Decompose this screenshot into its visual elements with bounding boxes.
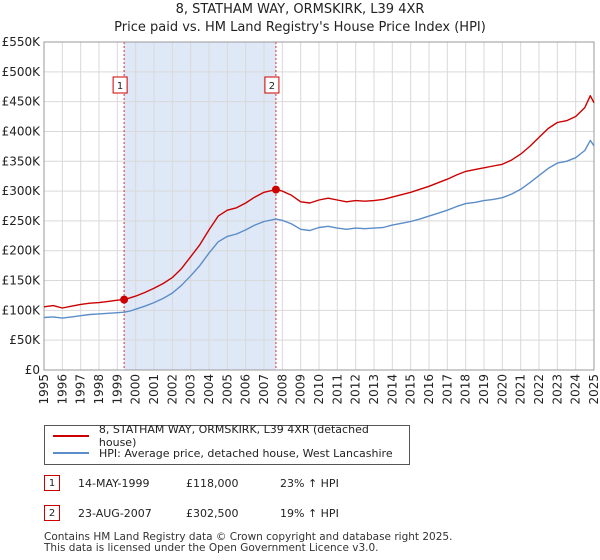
transaction-label-box (112, 76, 128, 94)
transaction-badge: 2 (44, 505, 60, 521)
y-tick-label: £550K (2, 35, 42, 49)
y-tick-label: £300K (2, 184, 42, 198)
transaction-badge: 1 (44, 475, 60, 491)
transaction-price: £302,500 (186, 506, 239, 520)
x-tick-label: 1999 (110, 374, 124, 405)
x-tick-label: 2011 (330, 374, 344, 405)
transaction-label-box (264, 76, 280, 94)
plot-frame (43, 41, 595, 371)
y-tick-label: £250K (2, 214, 42, 228)
footer-line: This data is licensed under the Open Gov… (44, 542, 379, 554)
x-tick-label: 2022 (532, 374, 546, 405)
transaction-date: 23-AUG-2007 (78, 506, 152, 520)
legend-swatch-property (53, 435, 89, 437)
x-tick-label: 2019 (477, 374, 491, 405)
x-tick-label: 2005 (220, 374, 234, 405)
legend-item-hpi: HPI: Average price, detached house, West… (53, 445, 393, 461)
legend-label-hpi: HPI: Average price, detached house, West… (99, 446, 393, 460)
x-tick-label: 2006 (239, 374, 253, 405)
shaded-ownership-region (124, 42, 276, 370)
x-tick-label: 2024 (569, 374, 583, 405)
legend-label-property: 8, STATHAM WAY, ORMSKIRK, L39 4XR (detac… (98, 423, 369, 449)
transaction-row: 2 23-AUG-2007 £302,500 19% ↑ HPI (44, 503, 339, 523)
x-tick-label: 2013 (367, 374, 381, 405)
transaction-label: 2 (269, 81, 275, 92)
legend-item-property: 8, STATHAM WAY, ORMSKIRK, L39 4XR (detac… (53, 423, 409, 449)
y-tick-label: £0 (25, 363, 40, 377)
chart-subtitle: Price paid vs. HM Land Registry's House … (114, 20, 486, 35)
x-tick-label: 2001 (147, 374, 161, 405)
x-tick-label: 1998 (92, 374, 106, 405)
footer-line: Contains HM Land Registry data © Crown c… (44, 531, 453, 543)
y-tick-label: £350K (2, 154, 42, 168)
y-tick-label: £400K (2, 124, 42, 138)
x-tick-label: 2012 (349, 374, 363, 405)
x-tick-label: 1996 (55, 374, 69, 405)
x-tick-label: 2010 (312, 374, 326, 405)
x-tick-label: 2025 (587, 374, 600, 405)
series-line-property (43, 95, 595, 309)
legend: 8, STATHAM WAY, ORMSKIRK, L39 4XR (detac… (44, 423, 410, 465)
legend-swatch-hpi (53, 452, 89, 454)
x-tick-label: 2008 (275, 374, 289, 405)
x-tick-label: 2009 (294, 374, 308, 405)
x-tick-label: 2016 (422, 374, 436, 405)
x-tick-label: 2014 (385, 374, 399, 405)
transaction-date: 14-MAY-1999 (78, 476, 150, 490)
transaction-point (271, 185, 280, 194)
transaction-hpi: 23% ↑ HPI (280, 476, 339, 490)
y-tick-label: £50K (9, 333, 41, 347)
chart-title: 8, STATHAM WAY, ORMSKIRK, L39 4XR (175, 2, 425, 17)
transaction-label: 1 (117, 81, 123, 92)
footer-notice: Contains HM Land Registry data © Crown c… (44, 532, 452, 554)
x-tick-label: 1997 (74, 374, 88, 405)
x-tick-label: 2015 (404, 374, 418, 405)
x-tick-label: 2018 (459, 374, 473, 405)
y-tick-label: £150K (2, 274, 42, 288)
y-tick-label: £450K (2, 95, 42, 109)
x-tick-label: 2023 (550, 374, 564, 405)
transaction-hpi: 19% ↑ HPI (280, 506, 339, 520)
x-tick-label: 2003 (184, 374, 198, 405)
x-tick-label: 2000 (129, 374, 143, 405)
y-tick-label: £200K (2, 244, 42, 258)
y-tick-label: £500K (2, 65, 42, 79)
y-tick-label: £100K (2, 303, 42, 317)
x-tick-label: 2002 (165, 374, 179, 405)
transaction-row: 1 14-MAY-1999 £118,000 23% ↑ HPI (44, 473, 339, 493)
x-tick-label: 2021 (514, 374, 528, 405)
series-line-hpi (43, 139, 595, 319)
transaction-price: £118,000 (186, 476, 239, 490)
x-tick-label: 2020 (495, 374, 509, 405)
price-chart: £0 £50K £100K £150K £200K £250K £300K £350K £400… (2, 35, 600, 405)
x-tick-label: 1995 (37, 374, 51, 405)
x-tick-label: 2017 (440, 374, 454, 405)
transaction-point (120, 295, 129, 304)
x-tick-label: 2007 (257, 374, 271, 405)
x-tick-label: 2004 (202, 374, 216, 405)
